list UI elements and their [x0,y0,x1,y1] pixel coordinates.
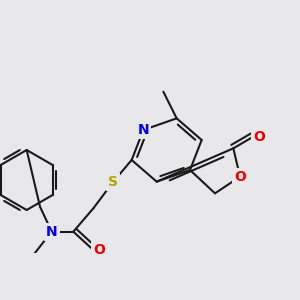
Text: S: S [108,175,118,189]
Text: O: O [234,170,246,184]
Text: O: O [93,243,105,257]
Text: O: O [254,130,265,144]
Text: N: N [137,123,149,137]
Text: N: N [46,225,58,239]
